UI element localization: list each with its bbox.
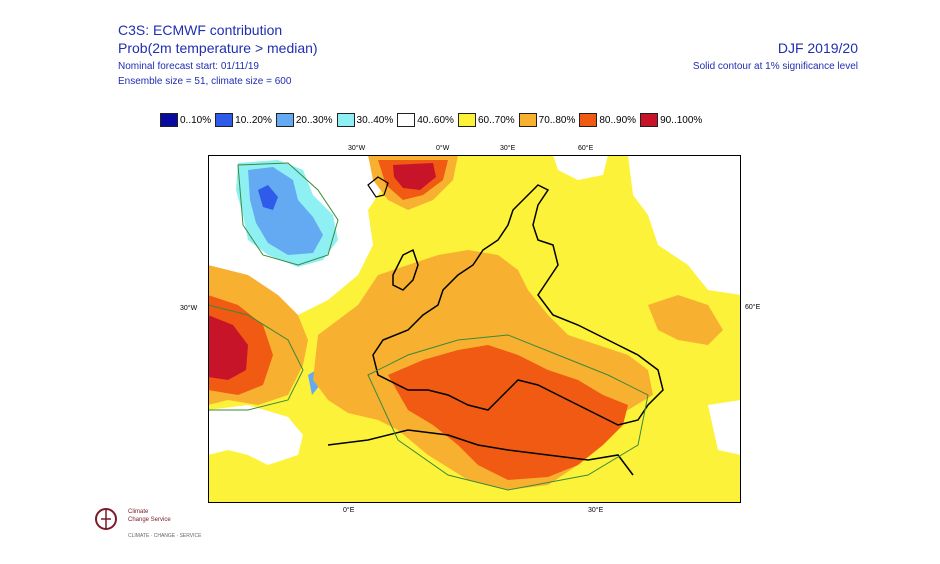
legend-item: 30..40% xyxy=(336,113,394,127)
significance-note: Solid contour at 1% significance level xyxy=(692,61,858,72)
legend-label: 90..100% xyxy=(660,114,703,126)
coastline-europe xyxy=(372,184,664,426)
legend-label: 20..30% xyxy=(295,114,333,126)
lon-label-top: 0°W xyxy=(436,145,450,152)
legend-label: 0..10% xyxy=(180,114,212,126)
coastline-greenland xyxy=(367,176,389,198)
coastline-north-africa xyxy=(327,429,634,476)
lon-label-top: 30°E xyxy=(500,145,516,152)
above-median-region-east xyxy=(648,295,723,345)
lon-label-bottom: 0°E xyxy=(343,507,355,514)
legend-swatch xyxy=(457,113,476,127)
legend-swatch xyxy=(336,113,355,127)
map-title: C3S: ECMWF contribution xyxy=(118,22,283,38)
map-canvas xyxy=(208,155,741,503)
lon-label-bottom: 30°E xyxy=(588,507,604,514)
legend-swatch xyxy=(579,113,598,127)
lon-label-top: 30°W xyxy=(348,145,366,152)
legend-item: 0..10% xyxy=(160,113,211,127)
legend-label: 30..40% xyxy=(356,114,394,126)
high-prob-region-mediterranean xyxy=(388,345,628,480)
legend-label: 40..60% xyxy=(417,114,454,126)
neutral-region-northeast xyxy=(628,155,741,295)
season-period: DJF 2019/20 xyxy=(777,40,858,56)
legend-item: 70..80% xyxy=(518,113,576,127)
legend-item: 40..60% xyxy=(397,113,454,127)
very-high-prob-region-west xyxy=(208,315,248,380)
forecast-start-text: Nominal forecast start: 01/11/19 xyxy=(118,61,259,72)
legend-item: 80..90% xyxy=(579,113,636,127)
legend-item: 90..100% xyxy=(640,113,702,127)
coastline-britain xyxy=(392,248,419,291)
legend-swatch xyxy=(640,113,659,127)
legend-swatch xyxy=(518,113,537,127)
logo-text: Climate xyxy=(128,509,149,515)
legend-item: 10..20% xyxy=(215,113,272,127)
neutral-region-northeast-small xyxy=(553,155,608,180)
significance-contour xyxy=(208,304,304,411)
legend-label: 80..90% xyxy=(599,114,637,126)
probability-map xyxy=(208,155,741,503)
significance-contour xyxy=(237,162,339,266)
logo-text: Change Service xyxy=(128,517,171,523)
map-frame xyxy=(208,155,741,503)
map-subtitle: Prob(2m temperature > median) xyxy=(118,40,318,56)
logo-text: CLIMATE · CHANGE · SERVICE xyxy=(128,533,202,539)
neutral-region-east xyxy=(708,400,741,455)
significance-contour xyxy=(367,334,649,491)
legend-label: 70..80% xyxy=(538,114,576,126)
low-prob-region-atlantic-core xyxy=(258,185,278,210)
very-high-prob-region-north xyxy=(393,163,436,190)
probability-legend: 0..10% 10..20% 20..30% 30..40% 40..60% 6… xyxy=(160,113,706,127)
legend-swatch xyxy=(160,113,178,127)
legend-swatch xyxy=(275,113,294,127)
legend-item: 60..70% xyxy=(457,113,515,127)
c3s-logo-icon xyxy=(95,508,117,530)
neutral-region-southwest xyxy=(208,405,303,465)
legend-swatch xyxy=(397,113,416,127)
ensemble-size-text: Ensemble size = 51, climate size = 600 xyxy=(118,76,292,87)
legend-label: 60..70% xyxy=(477,114,515,126)
legend-item: 20..30% xyxy=(275,113,333,127)
legend-label: 10..20% xyxy=(235,114,272,126)
lon-label-top: 60°E xyxy=(578,145,594,152)
lon-label-right: 60°E xyxy=(745,304,761,311)
legend-swatch xyxy=(215,113,234,127)
lon-label-left: 30°W xyxy=(180,305,198,312)
